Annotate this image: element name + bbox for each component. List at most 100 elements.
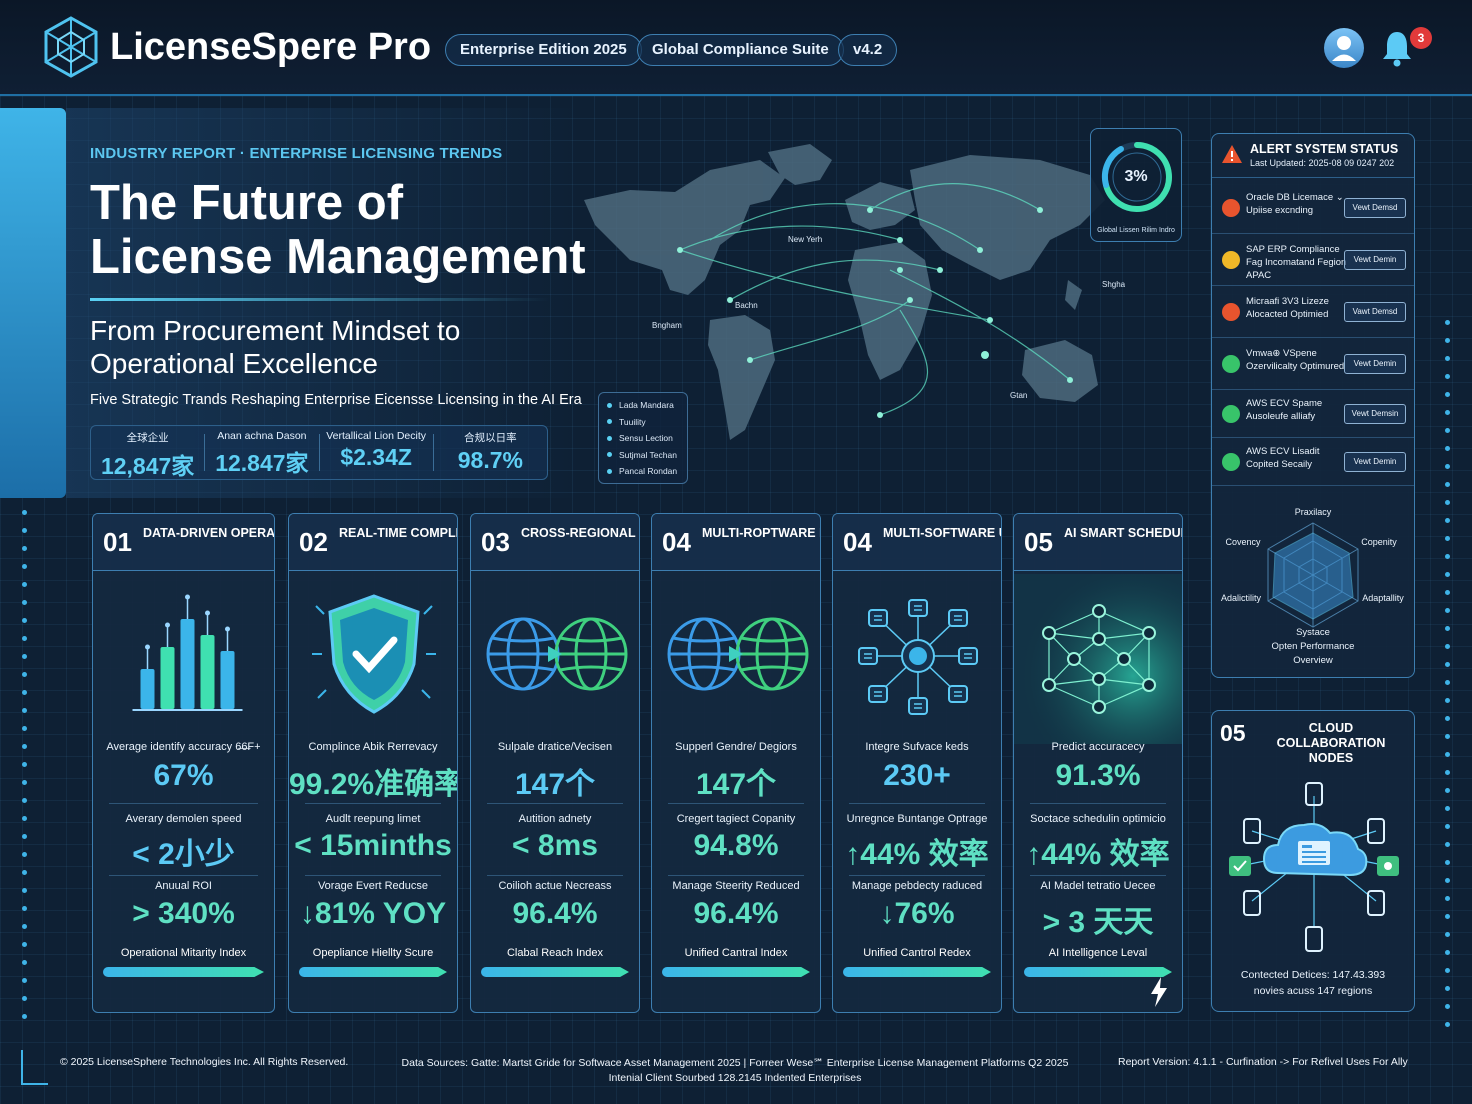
decor-dots-left [22,510,28,1032]
view-details-button[interactable]: Vewt Demsd [1344,198,1406,218]
radar-axis-label: Adaptallity [1362,593,1404,603]
city-label: Bngham [652,321,682,330]
metric-value: 96.4% [512,897,598,930]
user-icon [1332,36,1356,61]
connected-devices: Contected Detices: 147.43.393 [1240,969,1386,981]
stat-4: 合规以日率 98.7% [434,432,547,473]
cloud-panel-title: CLOUD COLLABORATION NODES [1276,721,1386,765]
gauge-caption: Global Lissen Rilim Indro [1097,227,1175,234]
performance-radar: Praxilacy Copenity Adaptallity Adalictil… [1221,507,1404,666]
stat-value: 98.7% [457,447,523,473]
radar-axis-label: Covency [1225,537,1261,547]
metric-value: 99.2%准确率 [289,768,458,801]
trend-card-4[interactable]: 04 MULTI-ROPTWARE MANABORATION Supperl Gen… [651,513,821,1013]
stat-value: $2.34Z [340,444,412,470]
hero-divider [90,298,550,301]
warning-icon [1222,199,1240,217]
metric-label: Supperl Gendre/ Degiors [675,741,797,753]
city-label: Bachn [735,301,758,310]
trend-card-2[interactable]: 02 REAL-TIME COMPLIANCE AUDIT Complince Ab… [288,513,458,1013]
card-number: 04 [662,527,691,557]
pill-edition[interactable]: Enterprise Edition 2025 [445,34,642,66]
stat-value: 12,847家 [100,453,195,479]
alert-item: Oracle DB Licemace ⌄ Upiise excnding Vewt… [1212,182,1414,234]
metric-value: ↓76% [879,897,955,930]
card-index-label: Clabal Reach Index [506,947,603,959]
view-details-button[interactable]: Vewt Demin [1344,452,1406,472]
bar-chart-icon [132,594,243,711]
metric-divider [109,875,258,876]
stat-label: 合规以日率 [464,432,517,444]
dual-globe-icon [667,617,809,691]
hero-title: The Future of License Management [90,176,610,284]
alert-item: Vmwa⊕ VSpene Ozervilicalty Optimured Vewt… [1212,338,1414,390]
metric-divider [849,875,985,876]
metric-label: Autition adnety [518,813,592,825]
logo-icon [44,16,98,78]
alert-item: AWS ECV Lisadit Copited Secaily Vewt Demi… [1212,438,1414,486]
footer-version: Report Version: 4.1.1 - Curfination -> F… [1118,1056,1408,1068]
alert-item: Micraafi 3V3 Lizeze Alocacted Optimied Va… [1212,286,1414,338]
stat-1: 全球企业 12,847家 [91,432,206,479]
legend-item: Sensu Lection [607,430,679,447]
regions-count: novies acuss 147 regions [1253,985,1373,997]
metric-value: 67% [153,759,214,792]
map-legend: Lada Mandara Tuuility Sensu Lection Sutj… [598,392,688,484]
radar-axis-label: Adalictility [1221,593,1262,603]
metric-label: Integre Sufvace keds [865,741,969,753]
pill-version[interactable]: v4.2 [838,34,898,66]
card-number: 05 [1024,527,1053,557]
card-index-bar [103,967,264,977]
dual-globe-icon [486,617,628,691]
trend-card-1[interactable]: 01 DATA-DRIVEN OPERATIONS Average identify… [92,513,275,1013]
metric-divider [305,803,441,804]
trend-card-6[interactable]: 05 AI SMART SCHEDULING & PREDICTION Predic… [1013,513,1183,1013]
metric-value: 94.8% [693,829,779,862]
bell-icon[interactable] [1380,28,1414,68]
card-title: CROSS-REGIONAL COLLABORATION [521,526,639,540]
card-title: MULTI-SOFTWARE UNITIEI MANAGEMENT [883,526,1001,540]
metric-divider [668,803,804,804]
radar-caption-1: Systace [1296,627,1330,638]
legend-item: Tuuility [607,414,679,431]
stat-label: Vertallical Lion Decity [326,430,427,442]
metric-label: Coilioh actue Necreass [498,880,612,892]
trend-card-3[interactable]: 03 CROSS-REGIONAL COLLABORATION Sulpale dr… [470,513,640,1013]
metric-label: Cregert tagiect Copanity [676,813,796,825]
legend-item: Sutjmal Techan [607,447,679,464]
alert-text: Oracle DB Licemace ⌄ Upiise excnding [1246,192,1344,216]
view-details-button[interactable]: Vewt Demin [1344,250,1406,270]
check-circle-icon [1222,405,1240,423]
metric-label: Manage Steerity Reduced [672,880,800,892]
metric-value: ↓81% YOY [299,897,447,930]
metric-label: Unregnce Buntange Optrage [846,813,988,825]
metric-label: Averary demolen speed [125,813,242,825]
card-illustration [652,574,820,744]
card-header: 03 CROSS-REGIONAL COLLABORATION [471,514,639,571]
card-number: 04 [843,527,872,557]
notification-badge: 3 [1410,27,1432,49]
view-details-button[interactable]: Vewt Demsin [1344,404,1406,424]
footer-sources-line1: Data Sources: Gatte: Martst Gride for So… [401,1057,1069,1069]
card-title: MULTI-ROPTWARE MANABORATION [702,526,820,540]
alert-text: Micraafi 3V3 Lizeze Alocacted Optimied [1246,296,1329,320]
license-gauge: 3% Global Lissen Rilim Indro [1090,128,1182,242]
legend-item: Lada Mandara [607,397,679,414]
stat-2: Anan achna Dason 12.847家 [205,430,320,476]
world-map: New Yerh Bachn Bngham Shghan Gtan [584,144,1125,440]
card-number: 01 [103,527,132,557]
metric-value: ↑44% 效率 [845,838,989,871]
card-header: 04 MULTI-ROPTWARE MANABORATION [652,514,820,571]
card-index-bar [481,967,629,977]
user-avatar[interactable] [1324,28,1364,68]
trend-card-5[interactable]: 04 MULTI-SOFTWARE UNITIEI MANAGEMENT Integ… [832,513,1002,1013]
stat-label: Anan achna Dason [217,430,307,442]
alert-text: Vmwa⊕ VSpene Ozervilicalty Optimured [1246,348,1345,372]
view-details-button[interactable]: Vawt Demsd [1344,302,1406,322]
stat-value: 12.847家 [215,450,309,476]
warning-icon [1222,145,1242,163]
hero-subtitle: From Procurement Mindset to Operational … [90,314,610,380]
view-details-button[interactable]: Vewt Demin [1344,354,1406,374]
pill-suite[interactable]: Global Compliance Suite [637,34,844,66]
metric-label: Vorage Evert Reducse [317,880,429,892]
